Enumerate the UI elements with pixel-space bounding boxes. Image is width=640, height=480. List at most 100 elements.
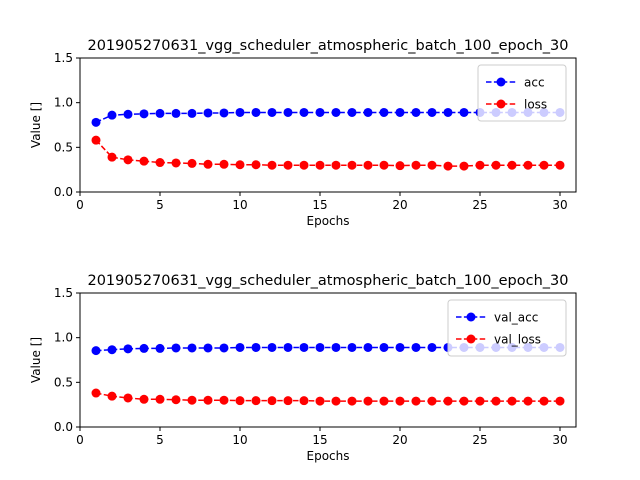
data-point-acc <box>123 109 133 119</box>
data-point-loss <box>203 159 213 169</box>
x-tick-label: 20 <box>392 198 407 212</box>
legend-label-acc: acc <box>524 76 545 90</box>
data-point-val_loss <box>299 396 309 406</box>
data-point-val_loss <box>283 396 293 406</box>
data-point-val_loss <box>251 396 261 406</box>
data-point-val_loss <box>171 395 181 405</box>
legend-label-loss: loss <box>524 98 547 112</box>
data-point-val_acc <box>155 343 165 353</box>
legend-label-val_loss: val_loss <box>494 333 541 347</box>
y-tick-label: 1.0 <box>54 331 73 345</box>
legend-marker-val_acc <box>466 312 476 322</box>
data-point-loss <box>459 161 469 171</box>
data-point-val_acc <box>139 343 149 353</box>
data-point-val_loss <box>395 396 405 406</box>
data-point-val_acc <box>203 343 213 353</box>
data-point-loss <box>251 160 261 170</box>
data-point-loss <box>523 160 533 170</box>
legend-marker-val_loss <box>466 334 476 344</box>
chart-panel-1: 201905270631_vgg_scheduler_atmospheric_b… <box>29 38 577 228</box>
data-point-loss <box>155 158 165 168</box>
data-point-val_loss <box>219 395 229 405</box>
data-point-val_acc <box>363 342 373 352</box>
data-point-acc <box>251 107 261 117</box>
data-point-val_loss <box>459 396 469 406</box>
data-point-loss <box>427 160 437 170</box>
series-line-val_acc <box>95 346 560 352</box>
chart-title: 201905270631_vgg_scheduler_atmospheric_b… <box>87 273 568 289</box>
data-point-acc <box>235 107 245 117</box>
data-point-acc <box>379 107 389 117</box>
x-tick-label: 10 <box>232 433 247 447</box>
data-point-val_acc <box>331 342 341 352</box>
legend-marker-loss <box>496 99 506 109</box>
data-point-val_loss <box>123 393 133 403</box>
data-point-loss <box>555 160 565 170</box>
data-point-val_loss <box>491 396 501 406</box>
data-point-val_loss <box>139 394 149 404</box>
data-point-val_loss <box>267 396 277 406</box>
y-axis-label: Value [] <box>29 337 43 383</box>
y-tick-label: 0.0 <box>54 185 73 199</box>
data-point-loss <box>363 160 373 170</box>
x-tick-label: 15 <box>312 198 327 212</box>
data-point-acc <box>395 107 405 117</box>
y-tick-label: 0.0 <box>54 420 73 434</box>
data-point-val_acc <box>267 342 277 352</box>
x-tick-label: 0 <box>76 433 84 447</box>
data-point-loss <box>315 160 325 170</box>
data-point-val_loss <box>91 388 101 398</box>
data-point-val_acc <box>283 342 293 352</box>
data-point-acc <box>139 109 149 119</box>
data-point-loss <box>299 160 309 170</box>
data-point-val_loss <box>411 396 421 406</box>
data-point-acc <box>283 107 293 117</box>
data-point-val_loss <box>187 395 197 405</box>
y-tick-label: 1.5 <box>54 286 73 300</box>
data-point-acc <box>363 107 373 117</box>
data-point-loss <box>379 160 389 170</box>
data-point-val_loss <box>107 391 117 401</box>
data-point-val_loss <box>235 396 245 406</box>
data-point-val_acc <box>123 344 133 354</box>
data-point-acc <box>171 108 181 118</box>
data-point-loss <box>395 161 405 171</box>
data-point-loss <box>347 160 357 170</box>
data-point-loss <box>443 161 453 171</box>
data-point-val_acc <box>219 343 229 353</box>
data-point-loss <box>539 160 549 170</box>
data-point-acc <box>427 107 437 117</box>
data-point-acc <box>155 108 165 118</box>
series-line-loss <box>95 139 560 167</box>
data-point-val_loss <box>379 396 389 406</box>
data-point-loss <box>411 160 421 170</box>
legend-box <box>477 64 567 122</box>
y-tick-label: 0.5 <box>54 140 73 154</box>
legend: val_acc val_loss <box>447 299 567 357</box>
x-tick-label: 30 <box>552 198 567 212</box>
data-point-val_acc <box>299 342 309 352</box>
data-point-val_acc <box>107 345 117 355</box>
data-point-val_loss <box>203 395 213 405</box>
x-tick-label: 15 <box>312 433 327 447</box>
data-point-acc <box>187 108 197 118</box>
data-point-val_loss <box>475 396 485 406</box>
data-point-acc <box>91 117 101 127</box>
data-point-val_loss <box>427 396 437 406</box>
data-point-val_loss <box>443 396 453 406</box>
data-point-acc <box>107 110 117 120</box>
data-point-val_loss <box>155 394 165 404</box>
data-point-val_loss <box>331 396 341 406</box>
data-point-loss <box>507 160 517 170</box>
data-point-val_acc <box>91 346 101 356</box>
data-point-loss <box>491 160 501 170</box>
chart-title: 201905270631_vgg_scheduler_atmospheric_b… <box>87 38 568 54</box>
data-point-val_acc <box>411 342 421 352</box>
data-point-loss <box>91 135 101 145</box>
data-point-acc <box>443 107 453 117</box>
data-point-val_acc <box>427 342 437 352</box>
x-tick-label: 25 <box>472 198 487 212</box>
data-point-val_acc <box>235 342 245 352</box>
y-tick-label: 1.0 <box>54 96 73 110</box>
data-point-acc <box>459 107 469 117</box>
